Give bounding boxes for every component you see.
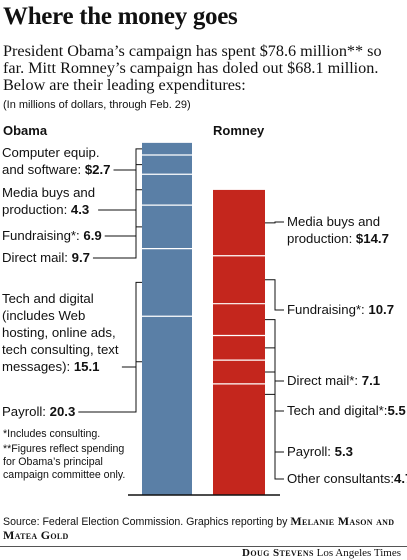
- leader-line: [104, 189, 142, 237]
- source-authors: Melanie Mason and Matea Gold: [3, 514, 395, 542]
- leader-line: [78, 361, 142, 413]
- credit-divider: [0, 546, 407, 547]
- chart-subtitle: President Obama’s campaign has spent $78…: [3, 42, 382, 94]
- series-name-obama: Obama: [3, 123, 48, 138]
- segment-value: 6.9: [83, 228, 101, 243]
- leader-line: [265, 393, 284, 480]
- units-note: (In millions of dollars, through Feb. 29…: [3, 99, 191, 111]
- source-text: Source: Federal Election Commission. Gra…: [3, 516, 291, 528]
- leader-line: [98, 164, 142, 211]
- segment-label: Fundraising*: 10.7: [287, 302, 394, 317]
- leader-line: [92, 226, 142, 259]
- segment-value: 7.1: [362, 373, 380, 388]
- footnotes: *Includes consulting. **Figures reflect s…: [3, 428, 125, 481]
- series-name-romney: Romney: [213, 123, 265, 138]
- segment-value: 5.5: [387, 403, 405, 418]
- segment-label: Payroll: 5.3: [287, 444, 353, 459]
- leader-line: [265, 279, 284, 311]
- segment-value: 15.1: [74, 359, 100, 374]
- segment-label: Direct mail: 9.7: [2, 250, 90, 265]
- segment-label: Media buys and production: 4.3: [2, 185, 95, 217]
- segment-value: 4.7: [394, 471, 407, 486]
- segment-label: Other consultants:4.7: [287, 471, 407, 486]
- segment-value: 20.3: [50, 404, 76, 419]
- credit-org: Los Angeles Times: [316, 547, 401, 559]
- segment-label: Tech and digital (includes Web hosting, on…: [2, 291, 119, 374]
- leader-line: [113, 148, 142, 171]
- segment-label: Computer equip. and software: $2.7: [2, 145, 111, 177]
- bar-romney: [213, 189, 265, 496]
- segment-value: 10.7: [368, 302, 394, 317]
- segment-label: Tech and digital*:5.5: [287, 403, 406, 418]
- segment-value: 5.3: [335, 444, 353, 459]
- credit-name: Doug Stevens: [242, 547, 314, 559]
- segment-value: $14.7: [356, 231, 389, 246]
- leader-line: [121, 281, 142, 368]
- chart-title: Where the money goes: [3, 3, 238, 30]
- stacked-bar-chart: Obama Computer equip. and software: $2.7 Me…: [2, 123, 407, 496]
- segment-value: 9.7: [72, 250, 90, 265]
- segment-label: Fundraising*: 6.9: [2, 228, 102, 243]
- source-note: Source: Federal Election Commission. Gra…: [3, 515, 405, 543]
- segment-value: $2.7: [85, 162, 111, 177]
- leader-line: [265, 221, 284, 224]
- segment-label: Direct mail*: 7.1: [287, 373, 380, 388]
- credit: Doug Stevens Los Angeles Times: [242, 547, 401, 559]
- segment-label: Media buys and production: $14.7: [287, 214, 389, 246]
- segment-value: 4.3: [71, 202, 89, 217]
- bar-obama: [142, 142, 192, 495]
- segment-label: Payroll: 20.3: [2, 404, 75, 419]
